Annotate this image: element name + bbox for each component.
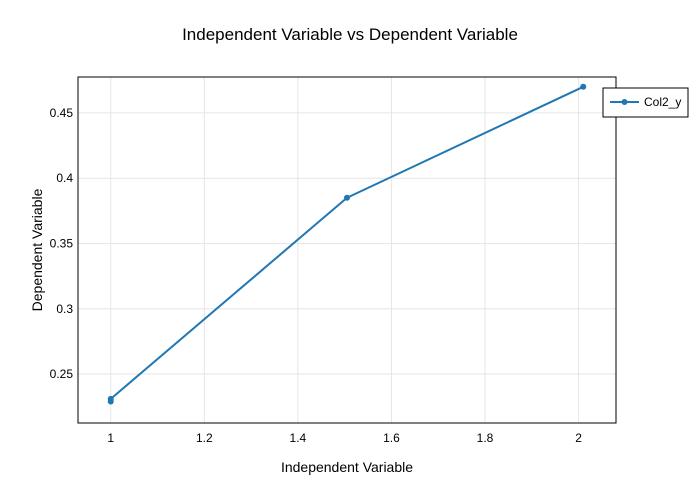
y-tick-label: 0.3	[56, 302, 73, 316]
data-point[interactable]	[107, 395, 114, 402]
x-tick-label: 1.4	[290, 431, 307, 445]
y-tick-label: 0.4	[56, 171, 73, 185]
series-layer	[107, 83, 587, 405]
data-point[interactable]	[344, 194, 350, 201]
x-tick-label: 1.6	[383, 431, 400, 445]
plot-area-frame	[77, 76, 617, 424]
y-tick-label: 0.35	[50, 236, 74, 250]
data-point[interactable]	[580, 83, 587, 90]
y-tick-label: 0.25	[50, 367, 74, 381]
x-tick-label: 1.2	[196, 431, 213, 445]
legend[interactable]: Col2_y	[602, 87, 689, 118]
y-axis-title: Dependent Variable	[29, 188, 45, 311]
legend-marker-swatch	[621, 99, 628, 105]
x-tick-label: 1	[107, 431, 114, 445]
axis-tick-labels: 1 1.2 1.4 1.6 1.8 2 0.25 0.3 0.35 0.4 0.45	[50, 106, 583, 445]
legend-label-col2-y: Col2_y	[644, 95, 681, 109]
x-axis-title: Independent Variable	[281, 459, 413, 475]
y-tick-label: 0.45	[50, 106, 74, 120]
chart-title: Independent Variable vs Dependent Variab…	[182, 25, 518, 44]
x-tick-label: 2	[575, 431, 582, 445]
x-tick-label: 1.8	[477, 431, 494, 445]
grid-lines	[78, 77, 616, 423]
